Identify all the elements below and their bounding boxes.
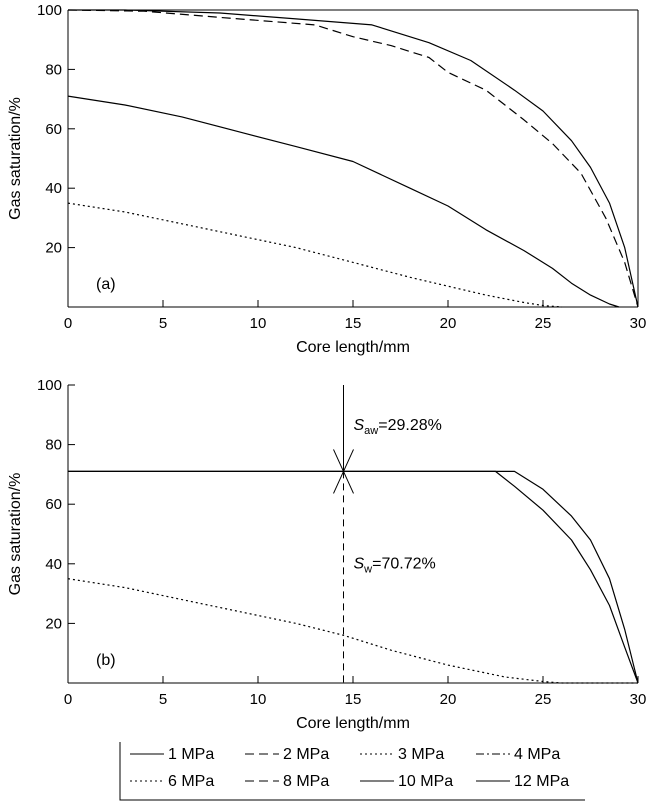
y-axis-title: Gas saturation/% xyxy=(7,97,24,220)
panel-label: (a) xyxy=(96,276,116,293)
series-line-s1 xyxy=(68,470,639,684)
panel-label: (b) xyxy=(96,652,116,669)
x-tick-label: 10 xyxy=(250,315,267,332)
series-line-s4 xyxy=(67,202,563,308)
legend-label: 4 MPa xyxy=(514,746,560,763)
x-tick-label: 15 xyxy=(345,691,362,708)
y-tick-label: 80 xyxy=(45,437,62,454)
annotation-sw-subscript: w xyxy=(363,563,372,575)
legend-label: 3 MPa xyxy=(398,746,444,763)
y-tick-label: 100 xyxy=(37,377,62,394)
x-tick-label: 0 xyxy=(64,315,72,332)
y-tick-label: 100 xyxy=(37,2,62,19)
annotation-sw-value: =70.72% xyxy=(372,555,436,572)
x-tick-label: 15 xyxy=(345,315,362,332)
annotation-sw: Sw=70.72% xyxy=(354,555,436,575)
series-line-s3 xyxy=(67,95,620,308)
x-tick-label: 30 xyxy=(630,315,647,332)
annotation-saw-symbol: S xyxy=(354,417,365,434)
legend-label: 2 MPa xyxy=(283,746,329,763)
legend-label: 10 MPa xyxy=(398,773,453,790)
x-tick-label: 25 xyxy=(535,315,552,332)
series-line-s1 xyxy=(68,9,639,308)
annotation-sw-symbol: S xyxy=(354,555,365,572)
y-tick-label: 20 xyxy=(45,240,62,257)
x-tick-label: 25 xyxy=(535,691,552,708)
series-line-s2 xyxy=(67,9,639,308)
x-tick-label: 5 xyxy=(159,691,167,708)
legend: 1 MPa 2 MPa 3 MPa 4 MPa 6 MPa 8 MPa 10 MPa 12 M… xyxy=(119,742,585,801)
x-tick-label: 10 xyxy=(250,691,267,708)
y-axis-title: Gas saturation/% xyxy=(7,473,24,596)
x-tick-label: 5 xyxy=(159,315,167,332)
y-tick-label: 40 xyxy=(45,180,62,197)
legend-label: 1 MPa xyxy=(168,746,214,763)
y-tick-label: 80 xyxy=(45,61,62,78)
annotation-saw-subscript: aw xyxy=(364,425,378,437)
series-line-s2 xyxy=(68,470,639,684)
x-tick-label: 0 xyxy=(64,691,72,708)
legend-label: 8 MPa xyxy=(283,773,329,790)
x-tick-label: 20 xyxy=(440,315,457,332)
annotation-saw: Saw=29.28% xyxy=(354,417,442,437)
chart-panel-a: 0 5 10 15 20 25 30 20 40 60 80 100 Core length/mm Gas… xyxy=(7,2,646,356)
x-axis-title: Core length/mm xyxy=(296,715,410,732)
annotation-saw-value: =29.28% xyxy=(378,417,442,434)
chart-panel-b: 0 5 10 15 20 25 30 20 40 60 80 100 Core length/mm Gas… xyxy=(7,377,646,732)
x-tick-label: 30 xyxy=(630,691,647,708)
x-axis-title: Core length/mm xyxy=(296,339,410,356)
legend-frame xyxy=(119,742,585,801)
y-tick-label: 40 xyxy=(45,556,62,573)
series-line-s4 xyxy=(67,578,638,684)
legend-label: 6 MPa xyxy=(168,773,214,790)
y-tick-label: 20 xyxy=(45,615,62,632)
legend-label: 12 MPa xyxy=(514,773,569,790)
x-tick-label: 20 xyxy=(440,691,457,708)
y-tick-label: 60 xyxy=(45,121,62,138)
y-tick-label: 60 xyxy=(45,496,62,513)
